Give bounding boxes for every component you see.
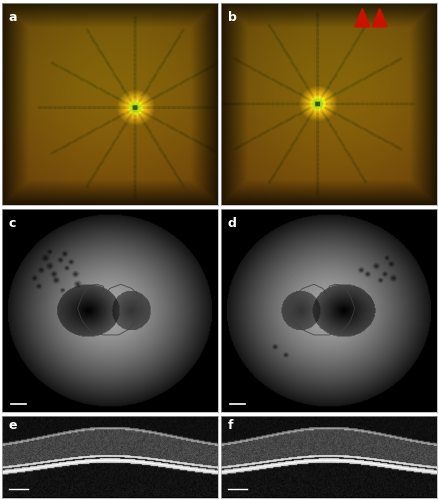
Text: c: c: [9, 218, 16, 230]
Polygon shape: [354, 8, 369, 27]
Text: f: f: [227, 420, 233, 432]
Polygon shape: [371, 8, 386, 27]
Text: d: d: [227, 218, 236, 230]
Text: b: b: [227, 10, 236, 24]
Text: a: a: [9, 10, 17, 24]
Text: e: e: [9, 420, 17, 432]
